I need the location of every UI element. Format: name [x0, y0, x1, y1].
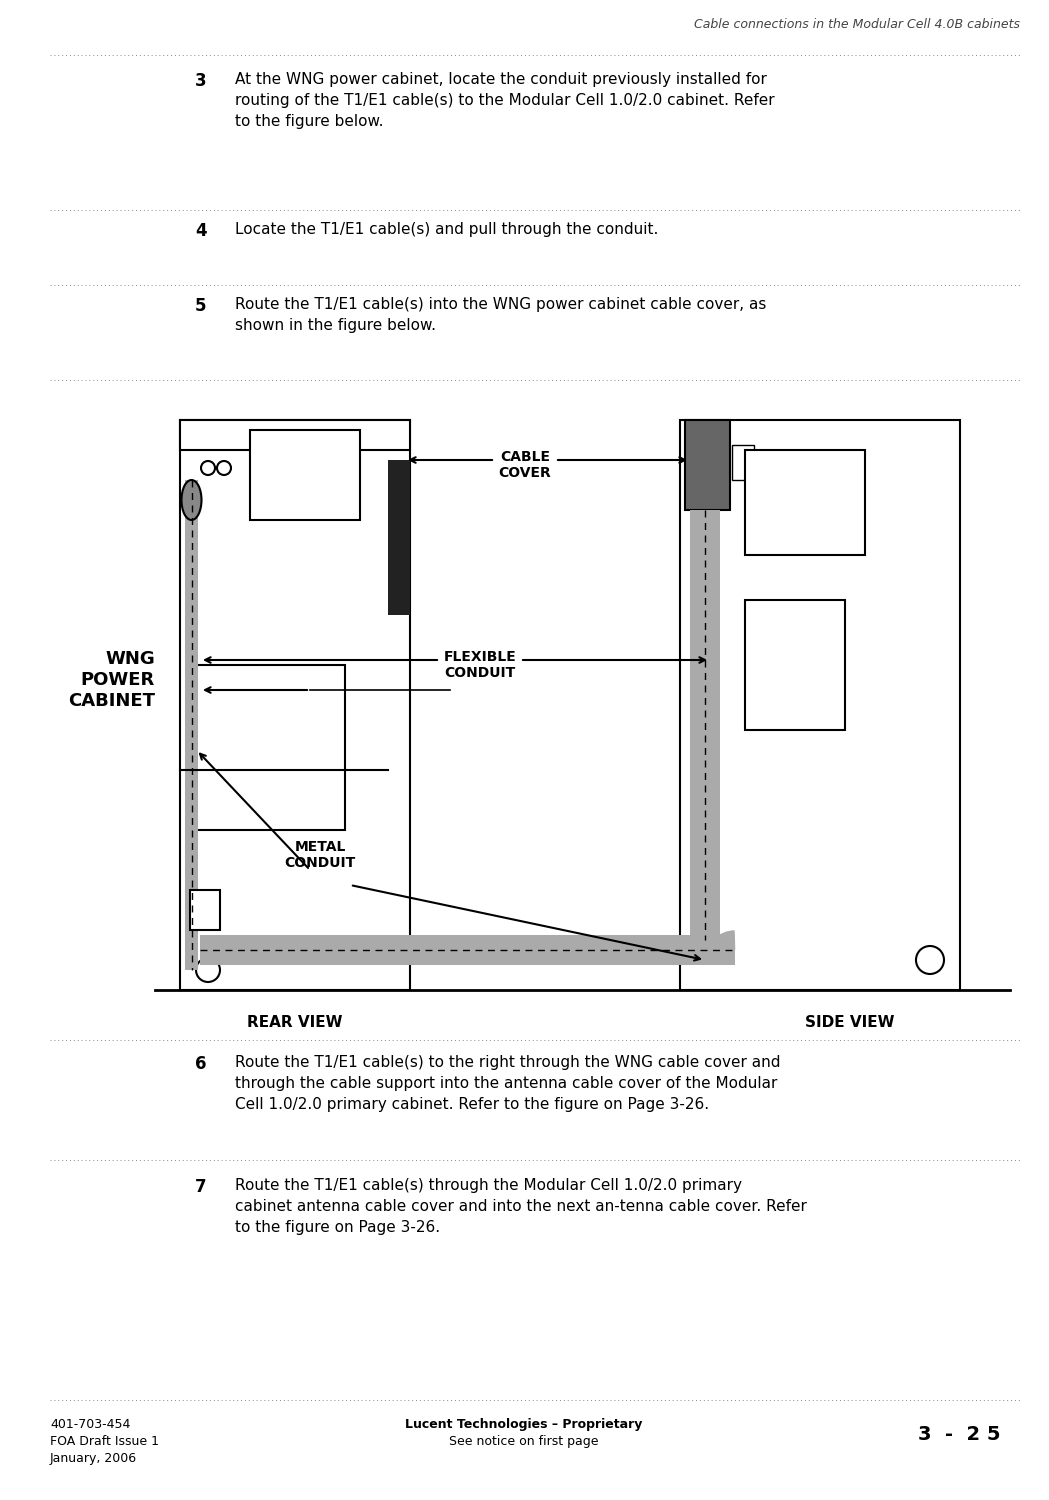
Text: 401-703-454: 401-703-454 — [50, 1418, 130, 1431]
Text: 3  -  2 5: 3 - 2 5 — [918, 1425, 1000, 1444]
Text: Cable connections in the Modular Cell 4.0B cabinets: Cable connections in the Modular Cell 4.… — [694, 18, 1020, 32]
Text: SIDE VIEW: SIDE VIEW — [806, 1016, 895, 1031]
Bar — [190, 890, 220, 930]
Text: 7: 7 — [195, 1178, 207, 1196]
Text: 4: 4 — [195, 222, 207, 240]
Text: See notice on first page: See notice on first page — [449, 1436, 599, 1448]
Text: FLEXIBLE
CONDUIT: FLEXIBLE CONDUIT — [444, 650, 516, 680]
Bar — [685, 420, 730, 510]
Text: CABLE
COVER: CABLE COVER — [498, 450, 552, 480]
Bar — [185, 480, 198, 970]
Bar — [250, 430, 360, 520]
Bar — [732, 446, 754, 480]
Text: At the WNG power cabinet, locate the conduit previously installed for
routing of: At the WNG power cabinet, locate the con… — [235, 72, 774, 129]
Text: Route the T1/E1 cable(s) into the WNG power cabinet cable cover, as
shown in the: Route the T1/E1 cable(s) into the WNG po… — [235, 297, 767, 333]
Text: REAR VIEW: REAR VIEW — [248, 1016, 343, 1031]
Text: Route the T1/E1 cable(s) to the right through the WNG cable cover and
through th: Route the T1/E1 cable(s) to the right th… — [235, 1054, 780, 1112]
Ellipse shape — [181, 480, 201, 520]
Text: WNG
POWER
CABINET: WNG POWER CABINET — [68, 650, 155, 710]
Text: 5: 5 — [195, 297, 207, 315]
Bar — [745, 600, 845, 730]
Text: 6: 6 — [195, 1054, 207, 1072]
Text: Route the T1/E1 cable(s) through the Modular Cell 1.0/2.0 primary
cabinet antenn: Route the T1/E1 cable(s) through the Mod… — [235, 1178, 807, 1234]
Bar — [195, 664, 345, 830]
Bar — [745, 450, 865, 555]
Bar — [200, 934, 735, 964]
Text: Lucent Technologies – Proprietary: Lucent Technologies – Proprietary — [405, 1418, 643, 1431]
Bar — [180, 420, 410, 990]
Text: January, 2006: January, 2006 — [50, 1452, 137, 1466]
Bar — [680, 420, 960, 990]
Bar — [180, 420, 410, 450]
Text: METAL
CONDUIT: METAL CONDUIT — [284, 840, 356, 870]
Text: FOA Draft Issue 1: FOA Draft Issue 1 — [50, 1436, 159, 1448]
Text: 3: 3 — [195, 72, 207, 90]
Bar — [388, 460, 410, 615]
Text: Locate the T1/E1 cable(s) and pull through the conduit.: Locate the T1/E1 cable(s) and pull throu… — [235, 222, 659, 237]
Bar — [690, 510, 720, 960]
